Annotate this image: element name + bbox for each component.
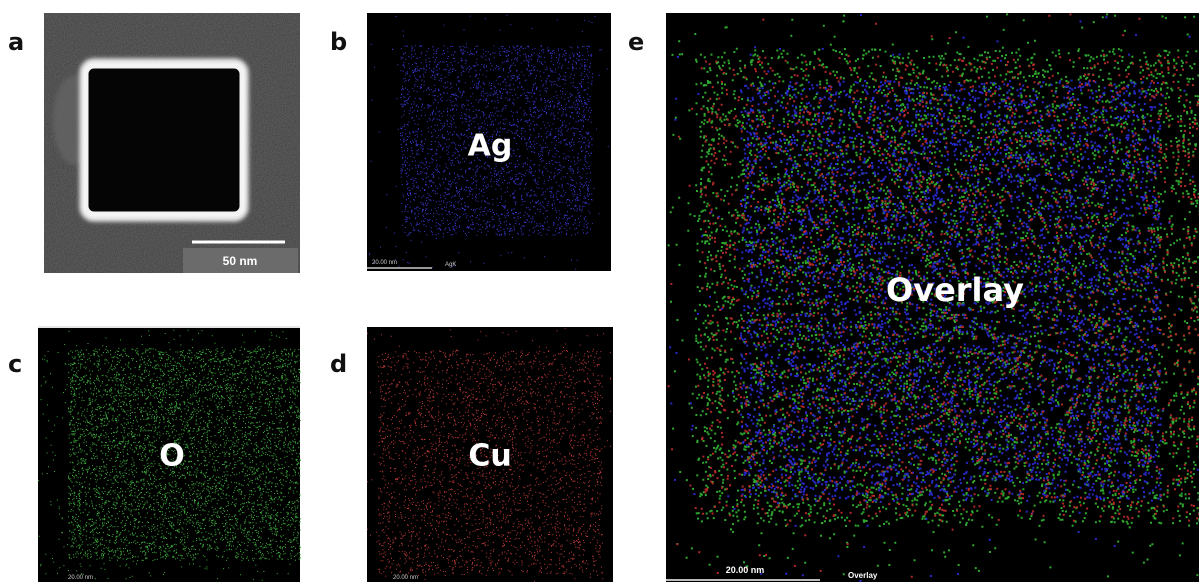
map-label: AgK [445,262,456,268]
scale-label: 20.00 nm [372,260,397,266]
scale-label: 50 nm [223,254,258,268]
panel-a: 50 nm a [8,13,300,273]
panel-label: c [8,350,22,378]
map-label: Overlay [848,571,878,580]
scale-label: 20.00 nm [68,575,93,581]
panel-label: a [8,28,24,56]
figure: 50 nm a b Ag 20.00 nm AgK c O 20.00 nm d… [0,0,1199,582]
element-label: Cu [468,439,511,474]
element-label: Ag [468,129,513,164]
cube [86,66,242,214]
element-label: Overlay [886,271,1024,309]
panel-label: d [330,350,347,378]
scale-label: 20.00 nm [393,575,418,581]
panel-label: b [330,28,347,56]
element-label: O [159,439,185,474]
scale-label: 20.00 nm [726,565,765,575]
panel-label: e [628,28,644,56]
